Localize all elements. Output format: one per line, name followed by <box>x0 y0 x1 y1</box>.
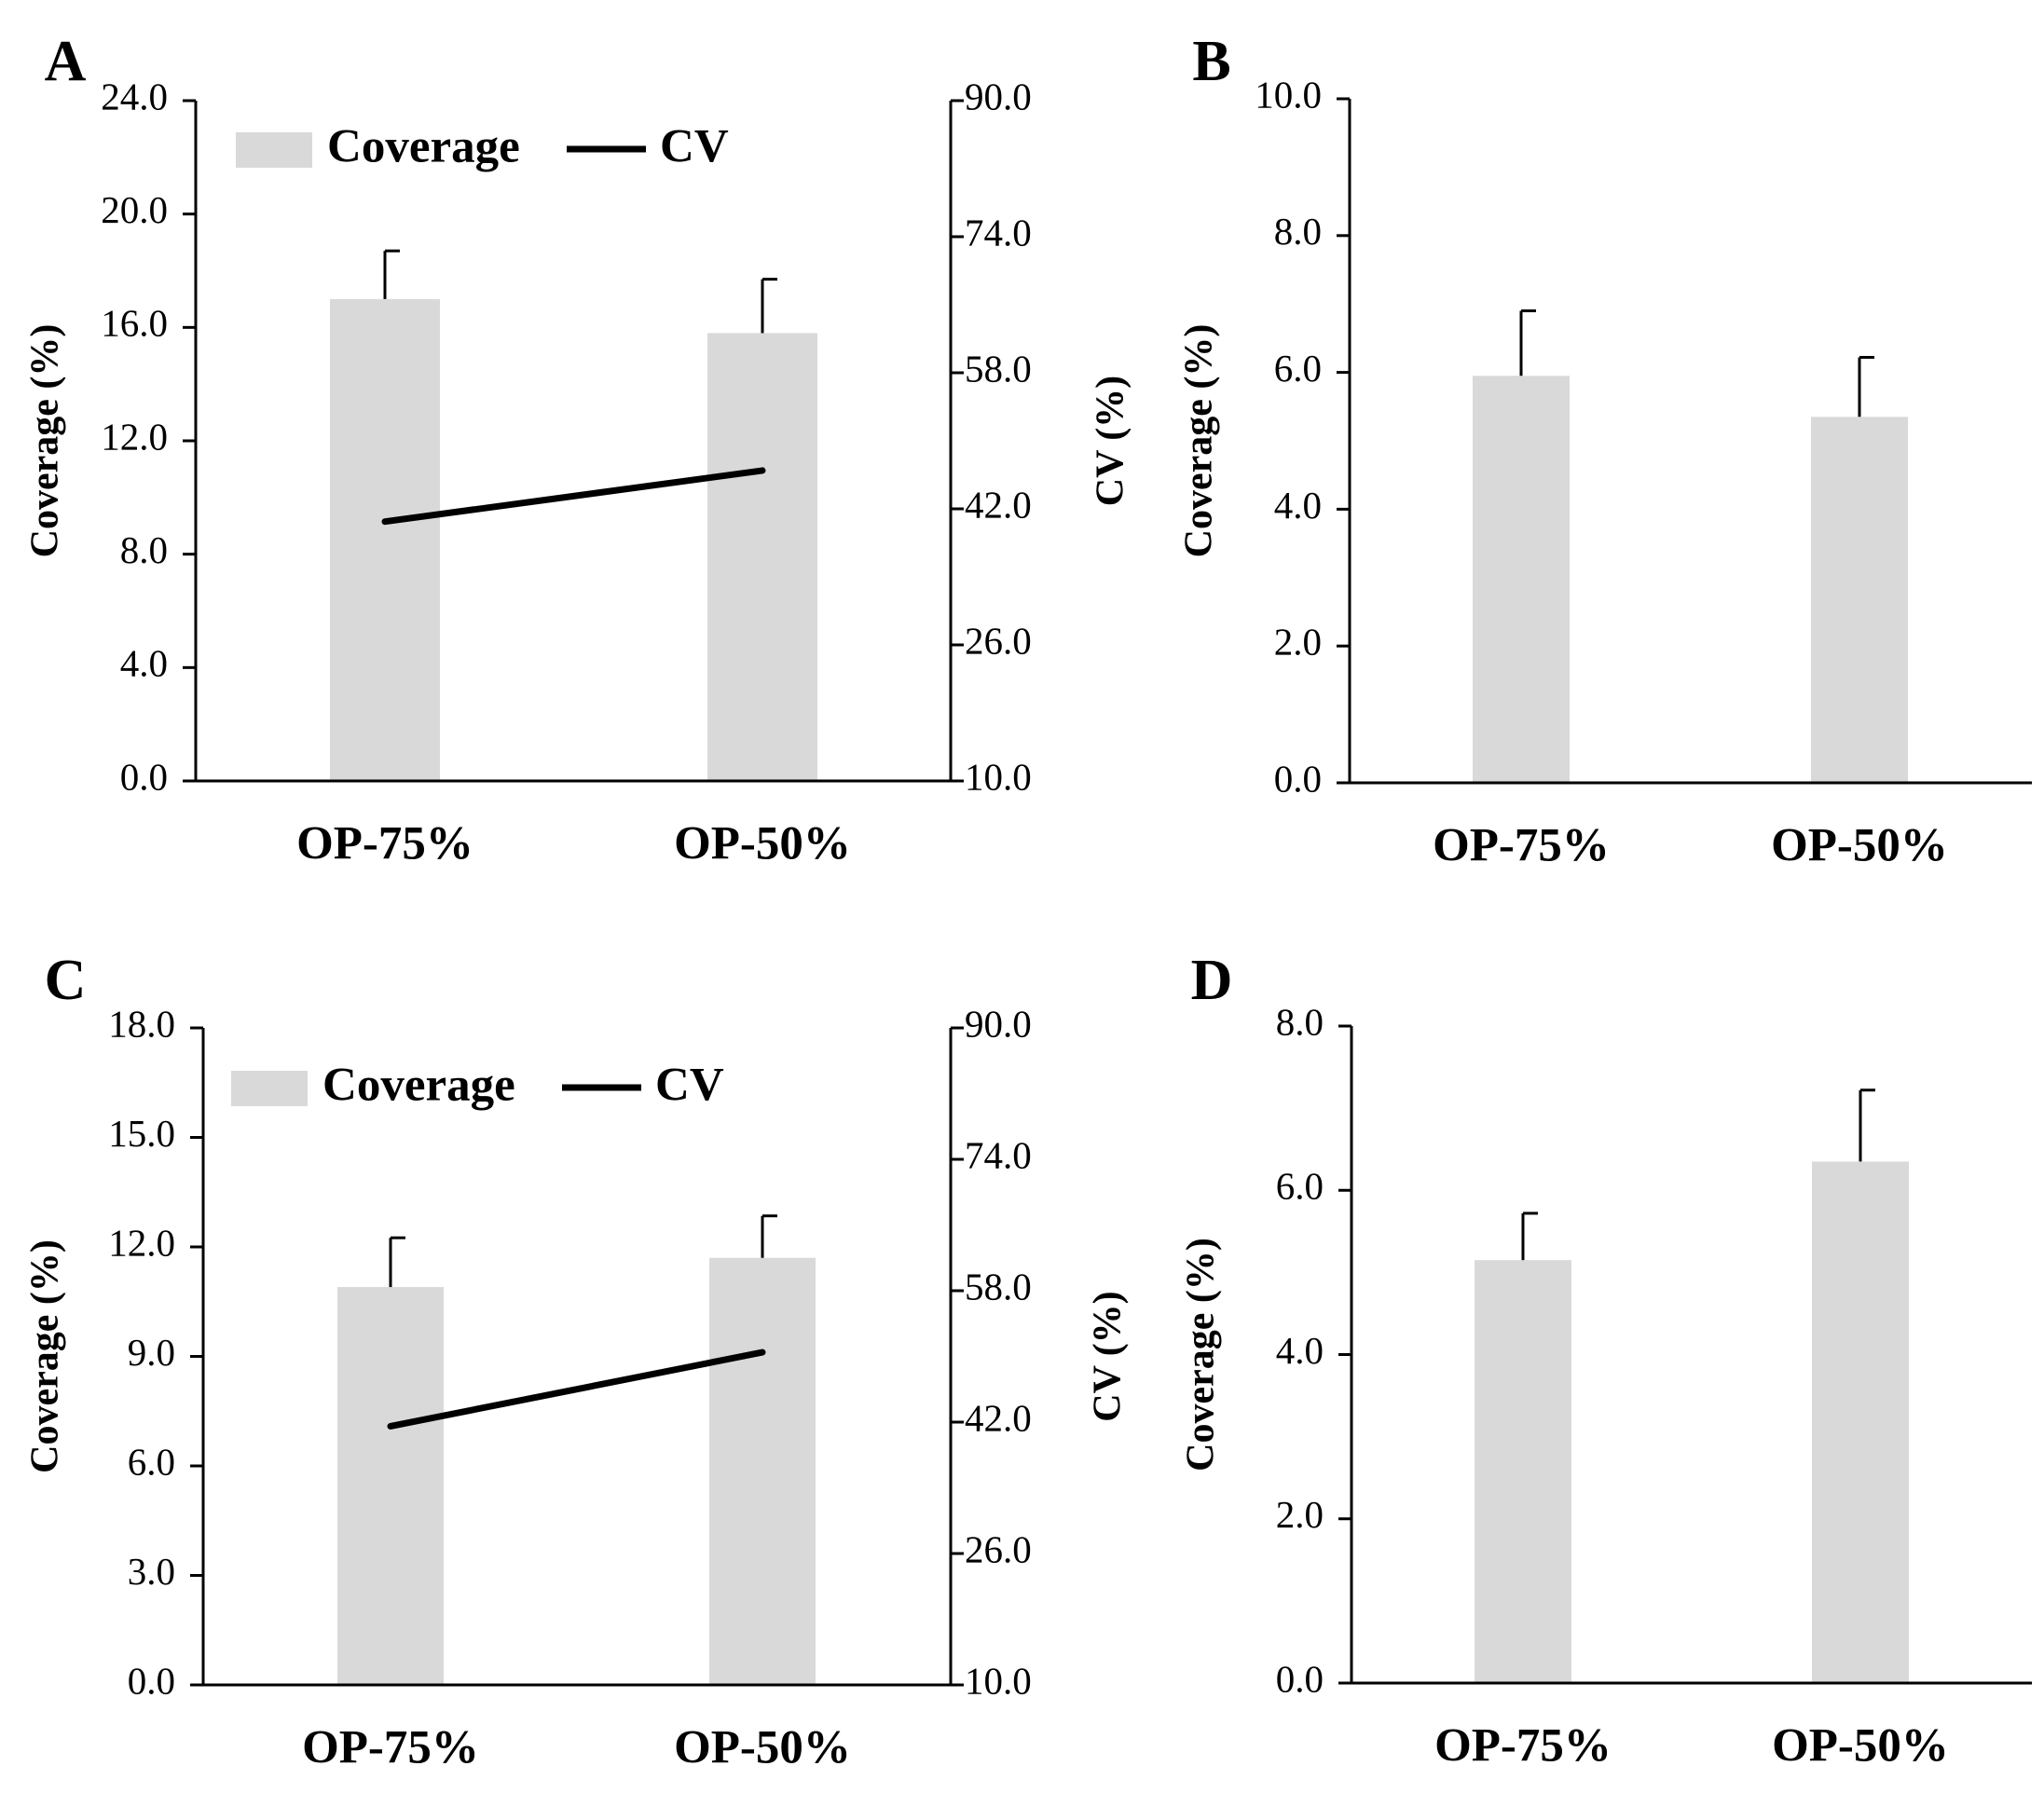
panel-c-legend-coverage-swatch <box>231 1071 308 1106</box>
panel-a-y2-tick-label: 90.0 <box>965 75 1032 117</box>
panel-b-x-tick-label: OP-75% <box>1433 820 1610 872</box>
panel-c-y-tick-label: 12.0 <box>108 1221 175 1264</box>
panel-c: C 0.0 3.0 6.0 9.0 12.0 15.0 18.0 Coverage (%) OP-… <box>24 949 1130 1773</box>
panel-a-y2-tick-label: 74.0 <box>965 211 1032 253</box>
panel-c-y2-axis-title: CV (%) <box>1087 1291 1130 1421</box>
panel-c-y2-tick-label: 26.0 <box>965 1527 1032 1570</box>
panel-a-legend-cv-label: CV <box>660 121 729 173</box>
panel-b-y-tick-label: 0.0 <box>1274 757 1322 800</box>
panel-d-bar <box>1475 1260 1571 1683</box>
panel-c-y-tick-label: 18.0 <box>108 1002 175 1045</box>
panel-a-y-tick-label: 16.0 <box>101 302 168 345</box>
panel-a-y-tick-label: 20.0 <box>101 188 168 231</box>
panel-d-y-tick-label: 2.0 <box>1276 1493 1324 1536</box>
panel-a-legend-coverage-label: Coverage <box>327 121 520 173</box>
panel-a-y2-axis-title: CV (%) <box>1090 376 1132 506</box>
panel-d-y-tick-label: 6.0 <box>1276 1165 1324 1208</box>
panel-c-cv-line <box>387 1348 766 1430</box>
panel-d-y-tick-label: 4.0 <box>1276 1329 1324 1372</box>
panel-a-label: A <box>45 30 87 93</box>
panel-c-legend-cv-label: CV <box>655 1060 724 1112</box>
panel-a-y2-tick-label: 10.0 <box>965 755 1032 798</box>
panel-b-x-tick-label: OP-50% <box>1771 820 1948 872</box>
panel-c-x-tick-label: OP-50% <box>674 1722 851 1774</box>
panel-a: A 0.0 4.0 8.0 12.0 16.0 20.0 24.0 Coverage (%) OP… <box>24 30 1132 869</box>
panel-a-y-axis-title: Coverage (%) <box>24 324 67 558</box>
panel-b-bar <box>1811 417 1908 783</box>
panel-b: B 0.0 2.0 4.0 6.0 8.0 10.0 Coverage (%) OP-75% OP… <box>1178 30 2032 872</box>
panel-a-legend-coverage-swatch <box>236 132 312 168</box>
panel-d-x-tick-label: OP-75% <box>1434 1720 1612 1773</box>
panel-d-y-tick-label: 0.0 <box>1276 1657 1324 1700</box>
panel-c-y2-tick-label: 10.0 <box>965 1659 1032 1702</box>
panel-d-label: D <box>1191 949 1233 1012</box>
panel-a-x-tick-label: OP-75% <box>296 818 473 870</box>
panel-a-bar <box>707 333 817 781</box>
panel-a-bar <box>330 298 440 782</box>
panel-c-bar <box>337 1287 444 1685</box>
panel-a-y-tick-label: 24.0 <box>101 75 168 117</box>
panel-d-x-tick-label: OP-50% <box>1772 1720 1949 1773</box>
panel-a-y-tick-label: 8.0 <box>120 528 168 571</box>
panel-b-label: B <box>1192 30 1230 93</box>
panel-a-cv-line <box>381 467 766 526</box>
panel-c-y2-tick-label: 90.0 <box>965 1002 1032 1045</box>
panel-a-y-tick-label: 0.0 <box>120 755 168 798</box>
panel-b-y-tick-label: 8.0 <box>1274 210 1322 253</box>
panel-b-y-tick-label: 2.0 <box>1274 621 1322 664</box>
panel-b-y-tick-label: 10.0 <box>1255 73 1322 116</box>
panel-a-y-tick-label: 4.0 <box>120 642 168 685</box>
panel-c-bar <box>709 1257 816 1685</box>
panel-c-y2-tick-label: 58.0 <box>965 1265 1032 1307</box>
panel-c-y-tick-label: 3.0 <box>128 1550 175 1593</box>
panel-b-y-axis-title: Coverage (%) <box>1178 324 1221 558</box>
panel-c-y-tick-label: 6.0 <box>128 1440 175 1483</box>
panel-a-x-tick-label: OP-50% <box>674 818 851 870</box>
panel-d-y-axis-title: Coverage (%) <box>1180 1238 1223 1472</box>
panel-c-y-tick-label: 15.0 <box>108 1112 175 1155</box>
panel-a-y2-tick-label: 42.0 <box>965 483 1032 526</box>
panel-c-y2-tick-label: 74.0 <box>965 1133 1032 1176</box>
panel-c-y2-tick-label: 42.0 <box>965 1396 1032 1439</box>
panel-c-legend-coverage-label: Coverage <box>322 1060 515 1112</box>
panel-c-y-axis-title: Coverage (%) <box>24 1239 67 1473</box>
panel-b-y-tick-label: 4.0 <box>1274 484 1322 527</box>
panel-a-y-tick-label: 12.0 <box>101 415 168 458</box>
panel-d: D 0.0 2.0 4.0 6.0 8.0 Coverage (%) OP-75% OP-50% <box>1180 949 2032 1773</box>
panel-c-x-tick-label: OP-75% <box>302 1722 479 1774</box>
panel-d-y-tick-label: 8.0 <box>1276 1000 1324 1043</box>
panel-b-bar <box>1473 376 1570 783</box>
panel-a-y2-tick-label: 58.0 <box>965 347 1032 390</box>
panel-c-label: C <box>45 949 87 1012</box>
panel-c-y-tick-label: 0.0 <box>128 1659 175 1702</box>
panel-b-y-tick-label: 6.0 <box>1274 347 1322 390</box>
panel-c-y-tick-label: 9.0 <box>128 1331 175 1374</box>
panel-a-y2-tick-label: 26.0 <box>965 619 1032 662</box>
panel-d-bar <box>1812 1161 1909 1683</box>
